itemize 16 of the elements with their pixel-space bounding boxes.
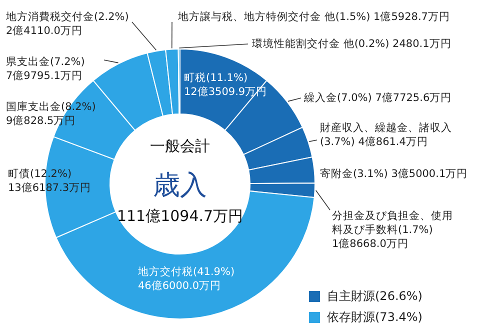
text: 歳入 [153,170,207,201]
slice-label: 寄附金(3.1%) 3億5000.1万円 [320,167,468,180]
slice-label: 地方交付税(41.9%) 46億6000.0万円 [137,265,235,292]
slice-label: 県支出金(7.2%) 7億9795.1万円 [6,55,85,82]
data-label: (3.7%) 4億861.4万円 [320,135,428,148]
slice-label: 地方消費税交付金(2.2%) 2億4110.0万円 [5,10,129,37]
text: 一般会計 [150,137,210,155]
text: 依存財源(73.4%) [327,309,422,326]
slice-label: 環境性能割交付金 他(0.2%) 2480.1万円 [252,37,452,50]
slice-label: 分担金及び負担金、使用料及び手数料(1.7%) 1億8668.0万円 [332,210,453,250]
text: 111億1094.7万円 [116,207,244,225]
slice-label: 繰入金(7.0%) 7億7725.6万円 [303,91,452,104]
slice-label: 財産収入、繰越金、諸収入 [320,121,452,134]
slice-label: 地方譲与税、地方特例交付金 他(1.5%) 1億5928.7万円 [177,10,450,23]
text: 自主財源(26.6%) [327,288,422,305]
slice-label: 町税(11.1%) 12億3509.9万円 [184,71,268,98]
